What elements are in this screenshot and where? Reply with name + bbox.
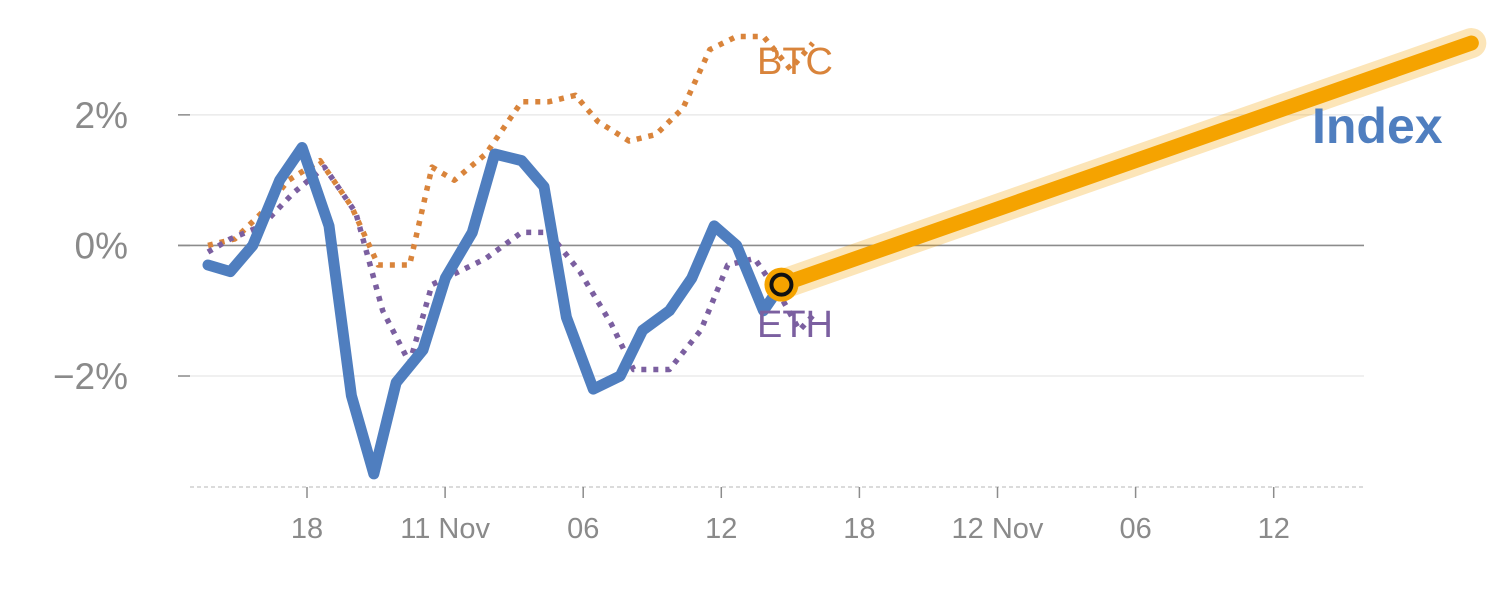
x-tick-label: 12 [1258,513,1290,545]
x-tick-label: 06 [1119,513,1151,545]
x-tick-label: 06 [567,513,599,545]
x-tick-label: 12 [705,513,737,545]
projection-marker-ring [764,267,799,302]
x-tick-label: 18 [291,513,323,545]
y-tick-label: 0% [75,225,128,266]
index-series-label: Index [1312,98,1443,154]
series-labels: BTC ETH Index [757,41,1443,346]
y-tick-label: 2% [75,95,128,136]
eth-series-line [206,164,820,373]
projection-marker-dot [769,272,794,297]
x-axis: 18 11 Nov 06 12 18 12 Nov 06 12 [190,486,1364,545]
index-projection [764,28,1487,302]
series-lines [202,33,820,480]
projection-line [773,35,1479,293]
y-tick-label: −2% [53,356,128,397]
x-tick-label: 11 Nov [400,513,490,545]
btc-series-label: BTC [757,41,833,83]
x-tick-label: 12 Nov [952,513,1044,545]
x-tick-label: 18 [843,513,875,545]
grid-lines: 2% 0% −2% [53,95,1364,397]
index-series-line [202,142,787,480]
eth-series-label: ETH [757,304,833,346]
